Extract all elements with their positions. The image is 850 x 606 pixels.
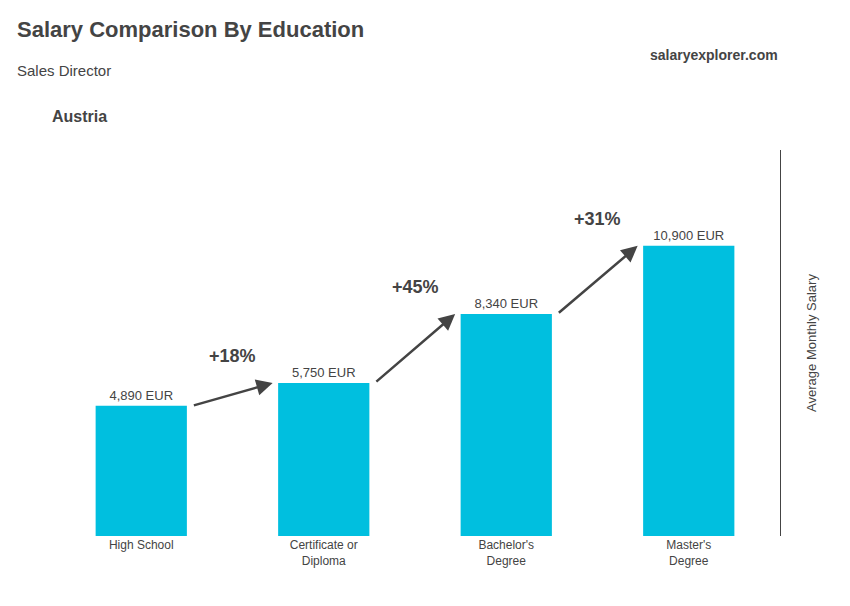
svg-text:Certificate orDiploma: Certificate orDiploma bbox=[290, 538, 358, 568]
svg-text:Salary Comparison By Education: Salary Comparison By Education bbox=[17, 17, 364, 42]
svg-text:4,890 EUR: 4,890 EUR bbox=[109, 388, 173, 403]
svg-text:Average Monthly Salary: Average Monthly Salary bbox=[804, 274, 819, 412]
svg-text:+45%: +45% bbox=[392, 277, 439, 297]
svg-text:+18%: +18% bbox=[209, 346, 256, 366]
svg-text:Bachelor'sDegree: Bachelor'sDegree bbox=[478, 538, 534, 568]
svg-text:5,750 EUR: 5,750 EUR bbox=[292, 365, 356, 380]
svg-text:8,340 EUR: 8,340 EUR bbox=[474, 296, 538, 311]
svg-text:Austria: Austria bbox=[52, 108, 107, 125]
svg-text:10,900 EUR: 10,900 EUR bbox=[653, 228, 724, 243]
svg-text:salaryexplorer.com: salaryexplorer.com bbox=[650, 47, 778, 63]
svg-text:+31%: +31% bbox=[574, 209, 621, 229]
svg-text:High School: High School bbox=[109, 538, 174, 552]
svg-text:Sales Director: Sales Director bbox=[17, 62, 111, 79]
svg-text:Master'sDegree: Master'sDegree bbox=[666, 538, 711, 568]
